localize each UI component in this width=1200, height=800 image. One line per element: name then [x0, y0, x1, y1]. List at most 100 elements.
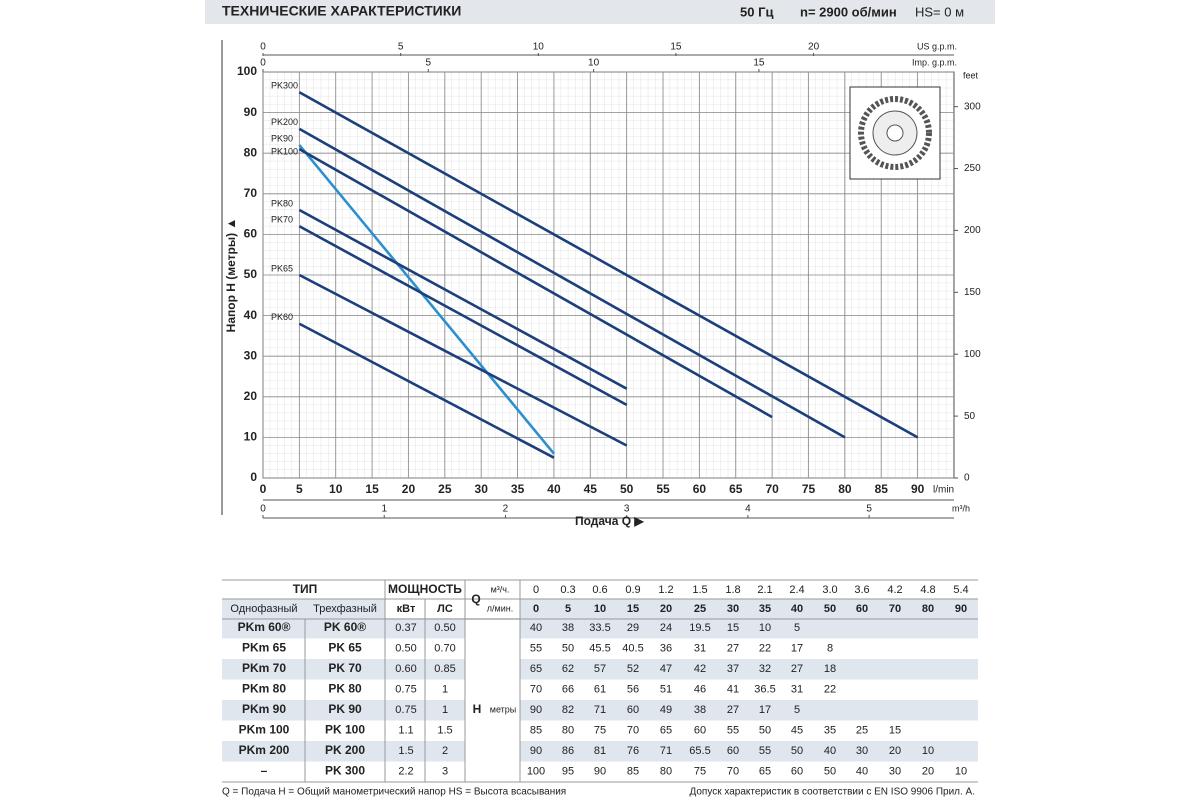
q-m3h: 1.5 [692, 584, 707, 596]
series-line [298, 91, 919, 439]
head-value: 47 [660, 663, 672, 675]
feet-tick-label: 100 [964, 349, 981, 360]
head-value: 22 [759, 642, 771, 654]
q-m3h: 4.8 [920, 584, 935, 596]
model-three: PK 65 [328, 641, 362, 655]
head-value: 8 [827, 642, 833, 654]
head-value: 80 [562, 724, 574, 736]
head-value: 5 [794, 704, 800, 716]
q-m3h: 0.6 [592, 584, 607, 596]
row-shade [222, 700, 978, 721]
us_gpm-tick-label: 5 [398, 42, 404, 53]
q-lmin: 40 [791, 603, 803, 615]
head-value: 17 [759, 704, 771, 716]
q-lmin: 90 [955, 603, 967, 615]
head-value: 37 [727, 663, 739, 675]
suction: HS= 0 м [915, 4, 964, 19]
head-value: 50 [791, 745, 803, 757]
us_gpm-tick-label: 0 [260, 42, 266, 53]
model-three: PK 80 [328, 682, 362, 696]
series-label: PK300 [271, 81, 298, 91]
q-lmin: 5 [565, 603, 571, 615]
imp_gpm-unit: Imp. g.p.m. [912, 57, 957, 67]
m3h-tick-label: 2 [503, 504, 509, 515]
y-tick-label: 0 [250, 470, 257, 484]
power-kw: 0.37 [395, 622, 416, 634]
head-value: 60 [694, 724, 706, 736]
head-value: 52 [627, 663, 639, 675]
head-value: 15 [727, 622, 739, 634]
model-single: PKm 70 [242, 661, 286, 675]
q-m3h: 0.9 [625, 584, 640, 596]
feet-tick-label: 0 [964, 473, 970, 484]
y-axis-label: Напор H (метры) ▲ [224, 218, 238, 333]
head-value: 55 [530, 642, 542, 654]
q-lmin: 20 [660, 603, 672, 615]
speed: n= 2900 об/мин [800, 4, 897, 19]
x-tick-label: 10 [329, 482, 343, 496]
head-value: 27 [727, 642, 739, 654]
power-hp: 0.85 [434, 663, 455, 675]
x-tick-label: 5 [296, 482, 303, 496]
us_gpm-unit: US g.p.m. [917, 41, 957, 51]
power-hp: 0.50 [434, 622, 455, 634]
q-m3h: 3.6 [854, 584, 869, 596]
head-value: 55 [759, 745, 771, 757]
head-value: 70 [530, 683, 542, 695]
col-header: ЛС [437, 603, 453, 615]
power-hp: 1 [442, 704, 448, 716]
model-three: PK 70 [328, 661, 362, 675]
h-label: H [473, 702, 482, 716]
x-tick-label: 20 [402, 482, 416, 496]
model-single: PKm 60® [238, 620, 291, 634]
head-value: 45.5 [589, 642, 610, 654]
head-value: 35 [824, 724, 836, 736]
head-value: 65.5 [689, 745, 710, 757]
row-shade [520, 599, 978, 619]
x-tick-label: 30 [475, 482, 489, 496]
series-line [298, 208, 628, 390]
head-value: 17 [791, 642, 803, 654]
head-value: 82 [562, 704, 574, 716]
feet-unit: feet [963, 70, 979, 80]
head-value: 27 [727, 704, 739, 716]
head-value: 32 [759, 663, 771, 675]
x-tick-label: 65 [729, 482, 743, 496]
head-value: 40 [856, 765, 868, 777]
feet-tick-label: 50 [964, 411, 976, 422]
q-lmin: 0 [533, 603, 539, 615]
head-value: 95 [562, 765, 574, 777]
imp_gpm-tick-label: 10 [588, 58, 600, 69]
power-kw: 1.1 [398, 724, 413, 736]
head-value: 30 [856, 745, 868, 757]
series-label: PK200 [271, 117, 298, 127]
x-tick-label: 45 [584, 482, 598, 496]
x-tick-label: 60 [693, 482, 707, 496]
series-line [298, 127, 846, 439]
unit: м³/ч. [491, 584, 510, 594]
y-tick-label: 30 [244, 348, 258, 362]
head-value: 90 [594, 765, 606, 777]
title: ТЕХНИЧЕСКИЕ ХАРАКТЕРИСТИКИ [222, 3, 461, 19]
model-single: PKm 80 [242, 682, 286, 696]
q-m3h: 4.2 [887, 584, 902, 596]
head-value: 31 [791, 683, 803, 695]
x-tick-label: 25 [438, 482, 452, 496]
head-value: 70 [627, 724, 639, 736]
head-value: 75 [694, 765, 706, 777]
head-value: 42 [694, 663, 706, 675]
impeller-bore [886, 124, 904, 142]
q-lmin: 30 [727, 603, 739, 615]
model-single: PKm 100 [239, 723, 290, 737]
y-tick-label: 10 [244, 430, 258, 444]
head-value: 22 [824, 683, 836, 695]
q-m3h: 2.1 [757, 584, 772, 596]
row-shade [222, 618, 978, 639]
head-value: 51 [660, 683, 672, 695]
m3h-unit: m³/h [952, 503, 970, 513]
imp_gpm-tick-label: 15 [753, 58, 765, 69]
head-value: 61 [594, 683, 606, 695]
q-m3h: 2.4 [789, 584, 804, 596]
power-header: МОЩНОСТЬ [388, 582, 462, 596]
head-value: 40 [824, 745, 836, 757]
